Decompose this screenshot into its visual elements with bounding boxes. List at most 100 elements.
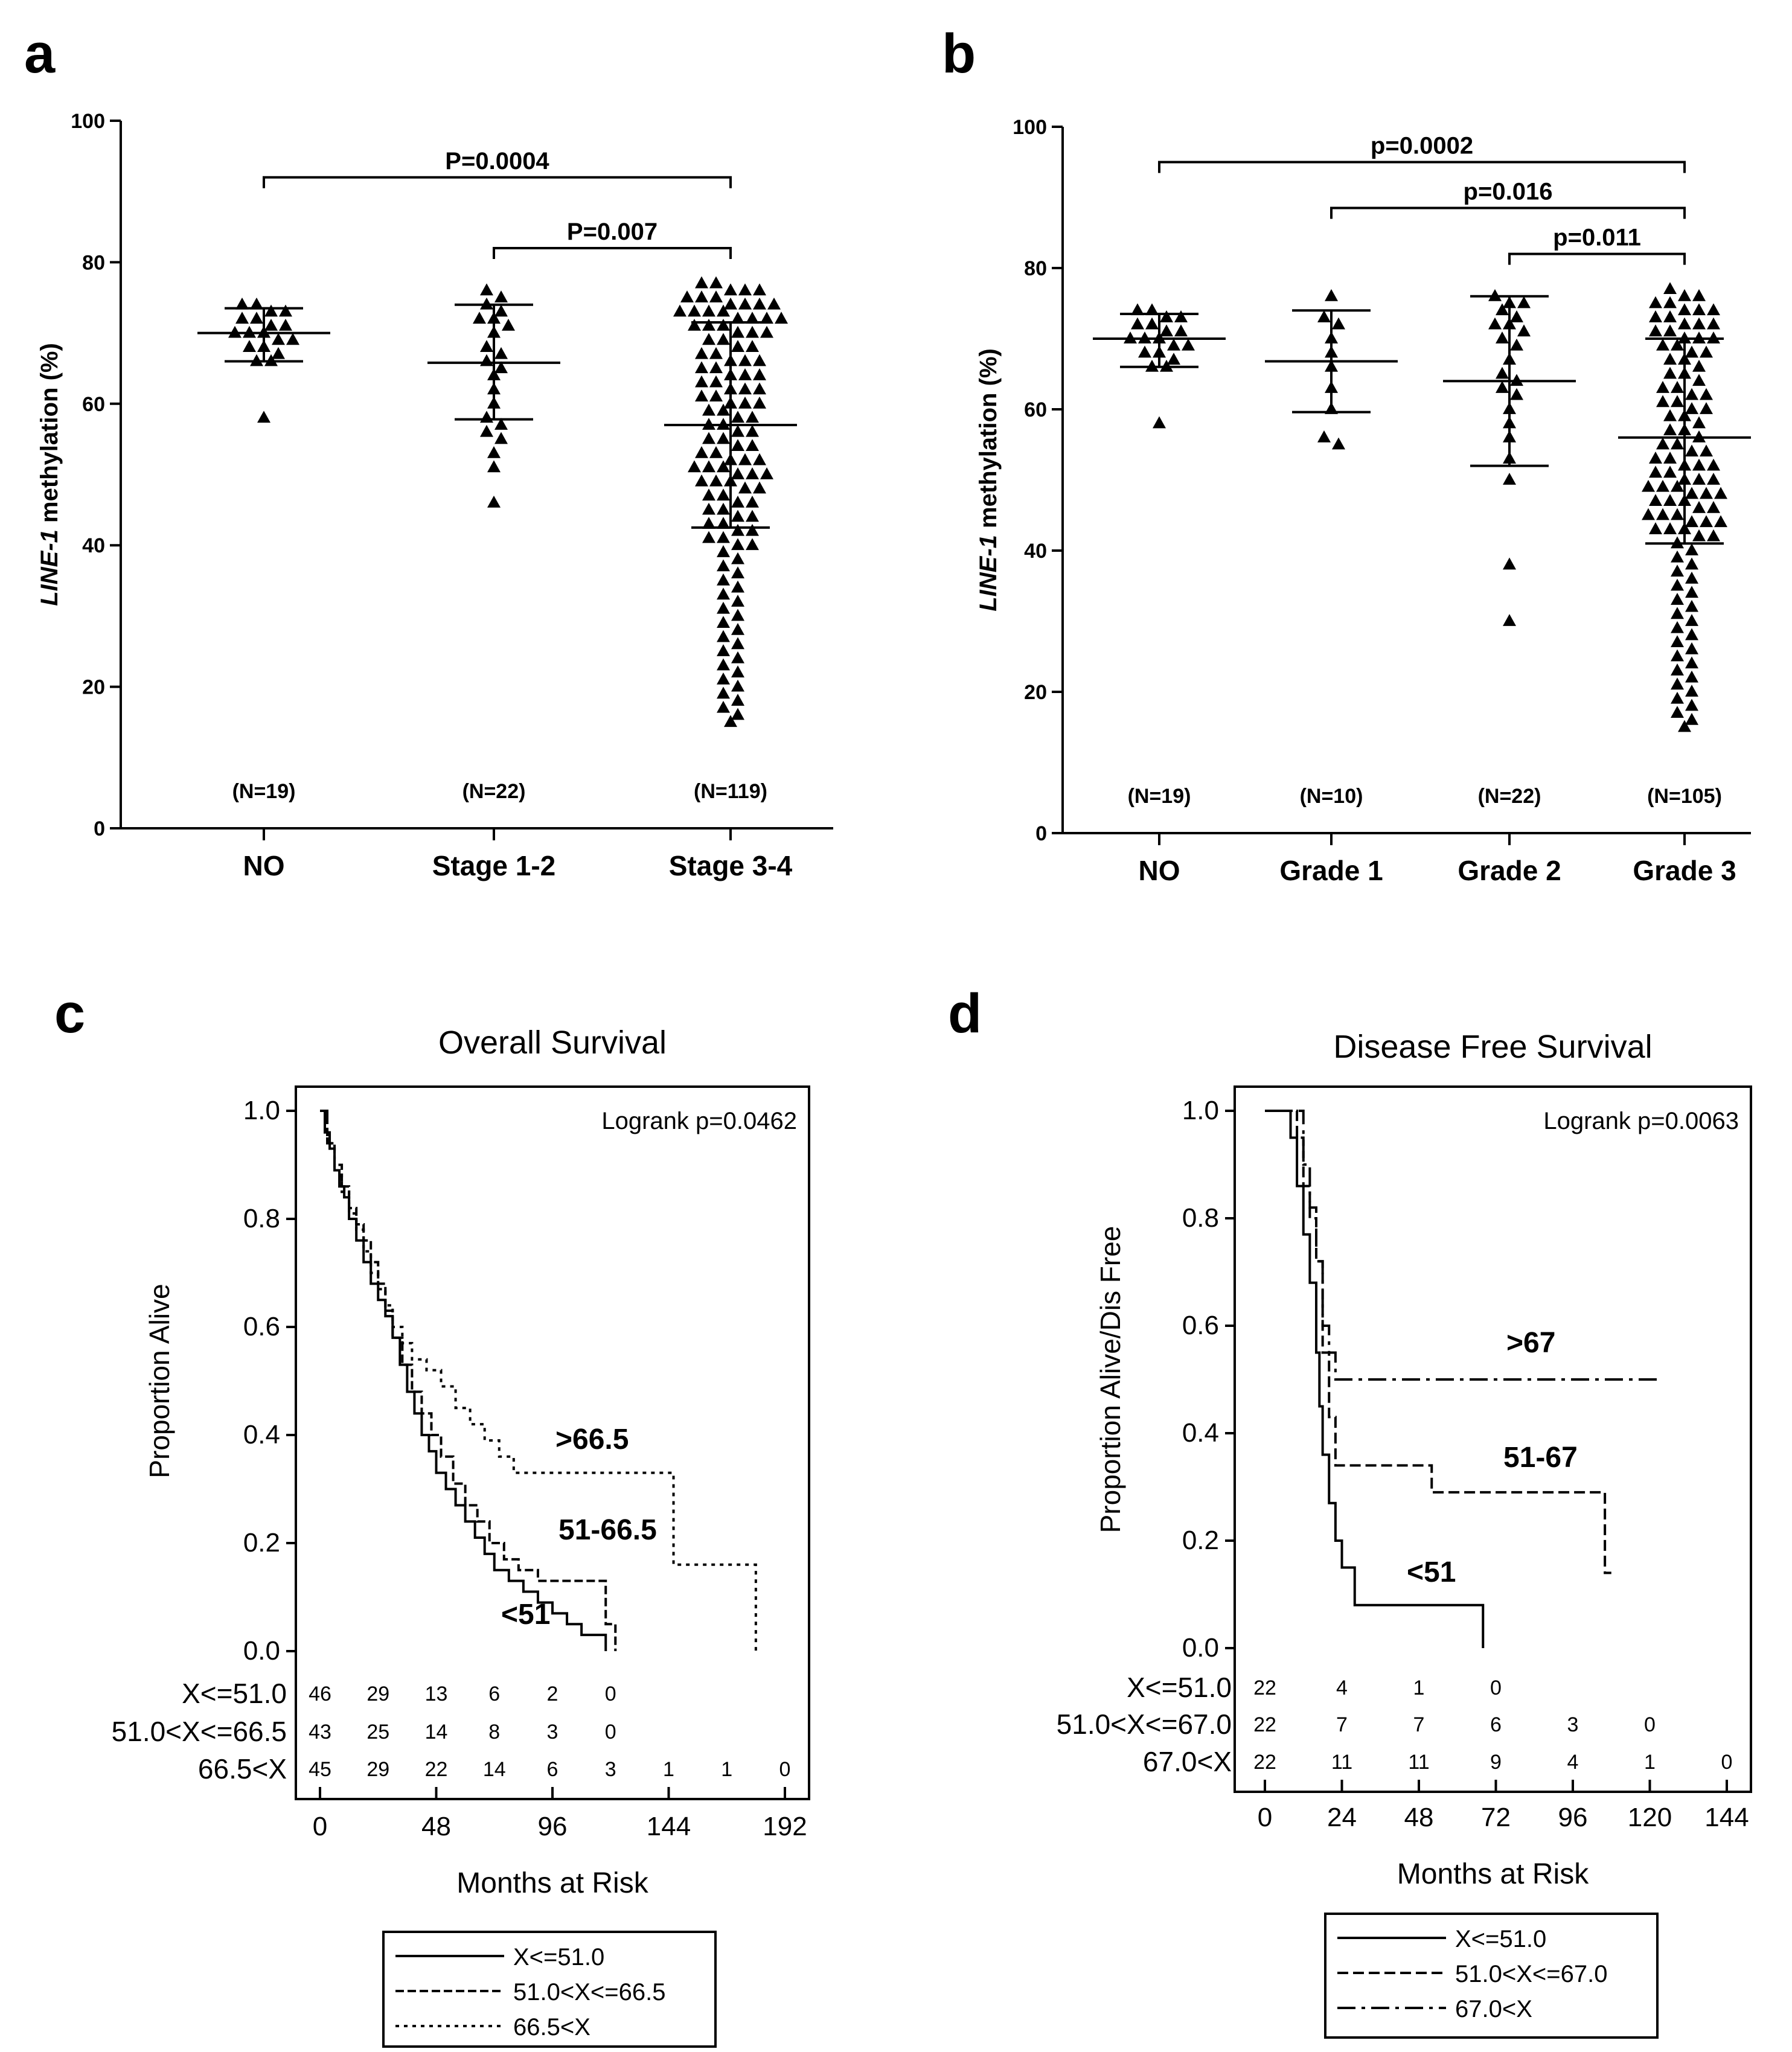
risk-count: 1 (1413, 1676, 1425, 1699)
data-point (753, 297, 766, 310)
x-tick-label: 144 (1704, 1803, 1749, 1832)
data-point (1678, 720, 1691, 732)
data-point (1685, 656, 1698, 669)
data-point (1663, 423, 1677, 436)
data-point (753, 354, 766, 366)
risk-count: 4 (1567, 1751, 1579, 1774)
data-point (731, 467, 744, 479)
data-point (731, 424, 744, 437)
category-label: NO (1139, 855, 1180, 886)
data-point (731, 325, 744, 338)
data-point (494, 304, 508, 317)
risk-count: 7 (1413, 1713, 1425, 1736)
data-point (731, 566, 744, 578)
data-point (1685, 557, 1698, 570)
data-point (717, 403, 730, 416)
km-plot-c: Overall Survival Logrank p=0.0462 0.0 0.2 0.… (112, 1024, 810, 2048)
data-point (1649, 522, 1662, 534)
data-point (1642, 508, 1655, 520)
data-point (494, 347, 508, 359)
data-point (731, 340, 744, 352)
data-point (502, 319, 515, 331)
data-point (709, 389, 723, 401)
data-point (1656, 437, 1669, 450)
data-point (1671, 663, 1684, 676)
data-point (243, 340, 256, 352)
survival-curve (1265, 1110, 1663, 1381)
data-point (487, 496, 501, 508)
data-point (695, 290, 708, 302)
risk-count: 22 (1253, 1713, 1276, 1736)
data-point (746, 538, 759, 551)
data-point (717, 559, 730, 572)
data-point (717, 644, 730, 656)
data-point (709, 347, 723, 359)
data-point (1714, 515, 1727, 528)
y-tick-label: 0.8 (243, 1204, 280, 1233)
significance-bracket (1330, 206, 1686, 219)
data-point (264, 319, 278, 331)
category-label: Grade 2 (1458, 855, 1561, 886)
risk-count: 2 (547, 1683, 558, 1705)
data-point (746, 467, 759, 479)
data-point (1325, 289, 1338, 301)
y-tick-label: 60 (1024, 398, 1047, 421)
data-point (760, 312, 773, 324)
data-point (1663, 296, 1677, 308)
significance-bracket (263, 176, 732, 188)
data-point (760, 325, 773, 338)
data-point (1131, 317, 1144, 330)
data-point (717, 616, 730, 628)
legend-label: X<=51.0 (1455, 1926, 1546, 1952)
data-point (1671, 508, 1684, 520)
data-point (746, 510, 759, 522)
x-tick-label: 48 (421, 1812, 451, 1841)
x-tick-label: 96 (1558, 1803, 1588, 1832)
risk-row-label: 67.0<X (1143, 1746, 1232, 1777)
data-point (1510, 388, 1523, 400)
data-point (695, 347, 708, 359)
data-point (702, 502, 715, 515)
data-point (1671, 706, 1684, 718)
data-point (1692, 500, 1706, 513)
data-point (272, 333, 285, 345)
data-point (731, 609, 744, 621)
data-point (1678, 289, 1691, 301)
data-point (709, 446, 723, 458)
data-point (746, 312, 759, 324)
survival-curve (1265, 1110, 1485, 1648)
risk-count: 22 (1253, 1751, 1276, 1774)
data-point (746, 424, 759, 437)
data-point (1700, 487, 1713, 499)
panel-letter-d: d (948, 983, 982, 1044)
y-tick-label: 20 (82, 676, 105, 699)
data-point (1663, 324, 1677, 337)
data-point (680, 290, 694, 302)
data-point (250, 312, 263, 324)
data-point (731, 523, 744, 536)
data-point (473, 312, 486, 324)
risk-row-label: X<=51.0 (182, 1678, 287, 1709)
risk-count: 1 (1644, 1751, 1656, 1774)
data-point (702, 319, 715, 331)
curve-label: 51-67 (1503, 1442, 1578, 1474)
risk-count: 0 (1490, 1676, 1502, 1699)
data-point (688, 304, 701, 317)
data-point (1649, 465, 1662, 478)
data-point (1649, 310, 1662, 322)
category-label: NO (243, 850, 285, 881)
data-point (1649, 296, 1662, 308)
data-point (1131, 303, 1144, 316)
data-point (1317, 430, 1331, 443)
data-point (1707, 529, 1720, 542)
data-point (279, 319, 292, 331)
risk-count: 22 (425, 1758, 448, 1781)
y-tick-label: 0.2 (1182, 1526, 1219, 1555)
data-point (1649, 452, 1662, 464)
data-point (1707, 458, 1720, 471)
data-point (731, 622, 744, 635)
data-point (1692, 359, 1706, 372)
data-point (1685, 670, 1698, 683)
data-point (480, 411, 493, 423)
n-label: (N=105) (1647, 785, 1722, 808)
